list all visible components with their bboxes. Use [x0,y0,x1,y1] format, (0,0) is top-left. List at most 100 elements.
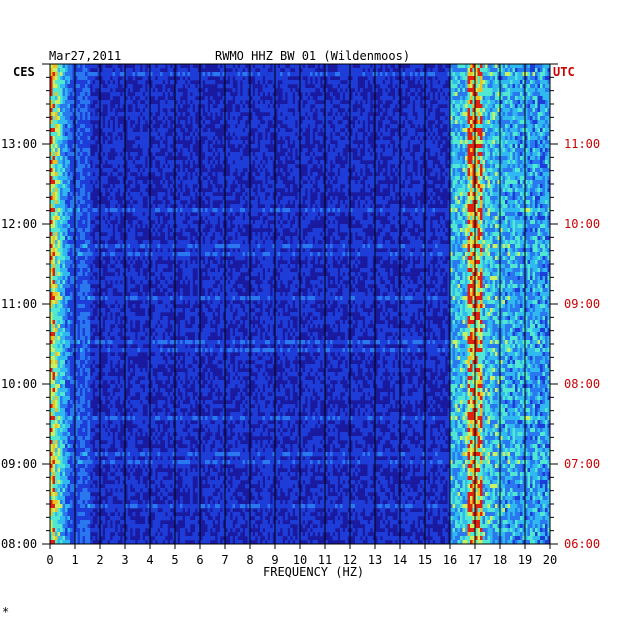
spectrogram-cell [307,72,311,77]
spectrogram-cell [195,188,198,193]
spectrogram-cell [330,128,333,133]
spectrogram-cell [177,180,181,185]
spectrogram-cell [125,152,128,157]
spectrogram-cell [312,88,316,93]
spectrogram-cell [185,204,188,209]
spectrogram-cell [62,68,66,73]
spectrogram-cell [390,68,393,73]
spectrogram-cell [232,196,236,201]
spectrogram-cell [102,68,106,73]
spectrogram-cell [267,152,271,157]
spectrogram-cell [380,184,383,189]
spectrogram-cell [475,204,478,209]
spectrogram-cell [537,140,541,145]
spectrogram-cell [292,196,296,201]
spectrogram-cell [135,168,138,173]
spectrogram-cell [537,172,541,177]
spectrogram-cell [72,212,76,217]
spectrogram-cell [162,172,166,177]
spectrogram-cell [92,212,96,217]
spectrogram-cell [125,192,128,197]
spectrogram-cell [435,92,438,97]
spectrogram-cell [190,192,193,197]
spectrogram-cell [300,180,303,185]
spectrogram-cell [132,156,136,161]
spectrogram-cell [200,208,203,213]
spectrogram-cell [437,100,441,105]
spectrogram-cell [495,124,498,129]
spectrogram-cell [350,108,353,113]
spectrogram-cell [535,208,538,213]
spectrogram-cell [480,180,483,185]
spectrogram-cell [485,132,488,137]
chart-date: Mar27,2011 [49,49,121,63]
spectrogram-cell [517,172,521,177]
spectrogram-cell [450,160,453,165]
spectrogram-cell [515,96,518,101]
spectrogram-cell [505,112,508,117]
spectrogram-cell [232,156,236,161]
spectrogram-cell [247,188,251,193]
spectrogram-cell [62,92,66,97]
spectrogram-cell [85,84,88,89]
spectrogram-cell [380,80,383,85]
spectrogram-cell [525,100,528,105]
spectrogram-cell [65,188,68,193]
spectrogram-cell [470,184,473,189]
spectrogram-cell [90,200,93,205]
spectrogram-cell [447,104,451,109]
spectrogram-cell [432,168,436,173]
spectrogram-cell [405,84,408,89]
spectrogram-cell [242,120,246,125]
spectrogram-cell [447,176,451,181]
spectrogram-cell [240,200,243,205]
spectrogram-cell [307,164,311,169]
spectrogram-cell [542,120,546,125]
spectrogram-cell [450,68,453,73]
spectrogram-cell [510,68,513,73]
spectrogram-cell [525,180,528,185]
spectrogram-cell [517,144,521,149]
spectrogram-cell [167,188,171,193]
spectrogram-cell [467,172,471,177]
spectrogram-cell [117,148,121,153]
spectrogram-cell [130,164,133,169]
spectrogram-cell [230,168,233,173]
spectrogram-cell [392,116,396,121]
spectrogram-cell [457,196,461,201]
spectrogram-cell [525,152,528,157]
spectrogram-cell [320,88,323,93]
spectrogram-cell [505,148,508,153]
spectrogram-cell [450,100,453,105]
spectrogram-cell [55,108,58,113]
spectrogram-cell [67,64,71,69]
spectrogram-cell [75,160,78,165]
spectrogram-cell [122,144,126,149]
spectrogram-cell [405,180,408,185]
spectrogram-cell [482,112,486,117]
spectrogram-cell [107,104,111,109]
spectrogram-cell [352,68,356,73]
spectrogram-cell [77,64,81,69]
spectrogram-cell [487,164,491,169]
spectrogram-cell [382,88,386,93]
spectrogram-cell [182,152,186,157]
spectrogram-cell [460,208,463,213]
spectrogram-cell [130,84,133,89]
spectrogram-cell [65,200,68,205]
spectrogram-cell [410,100,413,105]
spectrogram-cell [442,96,446,101]
spectrogram-cell [187,80,191,85]
spectrogram-cell [82,208,86,213]
spectrogram-cell [482,200,486,205]
spectrogram-cell [307,184,311,189]
spectrogram-cell [387,96,391,101]
spectrogram-cell [305,200,308,205]
spectrogram-cell [245,68,248,73]
spectrogram-cell [515,92,518,97]
spectrogram-cell [300,100,303,105]
spectrogram-cell [247,128,251,133]
spectrogram-cell [540,112,543,117]
spectrogram-cell [90,76,93,81]
spectrogram-cell [432,80,436,85]
